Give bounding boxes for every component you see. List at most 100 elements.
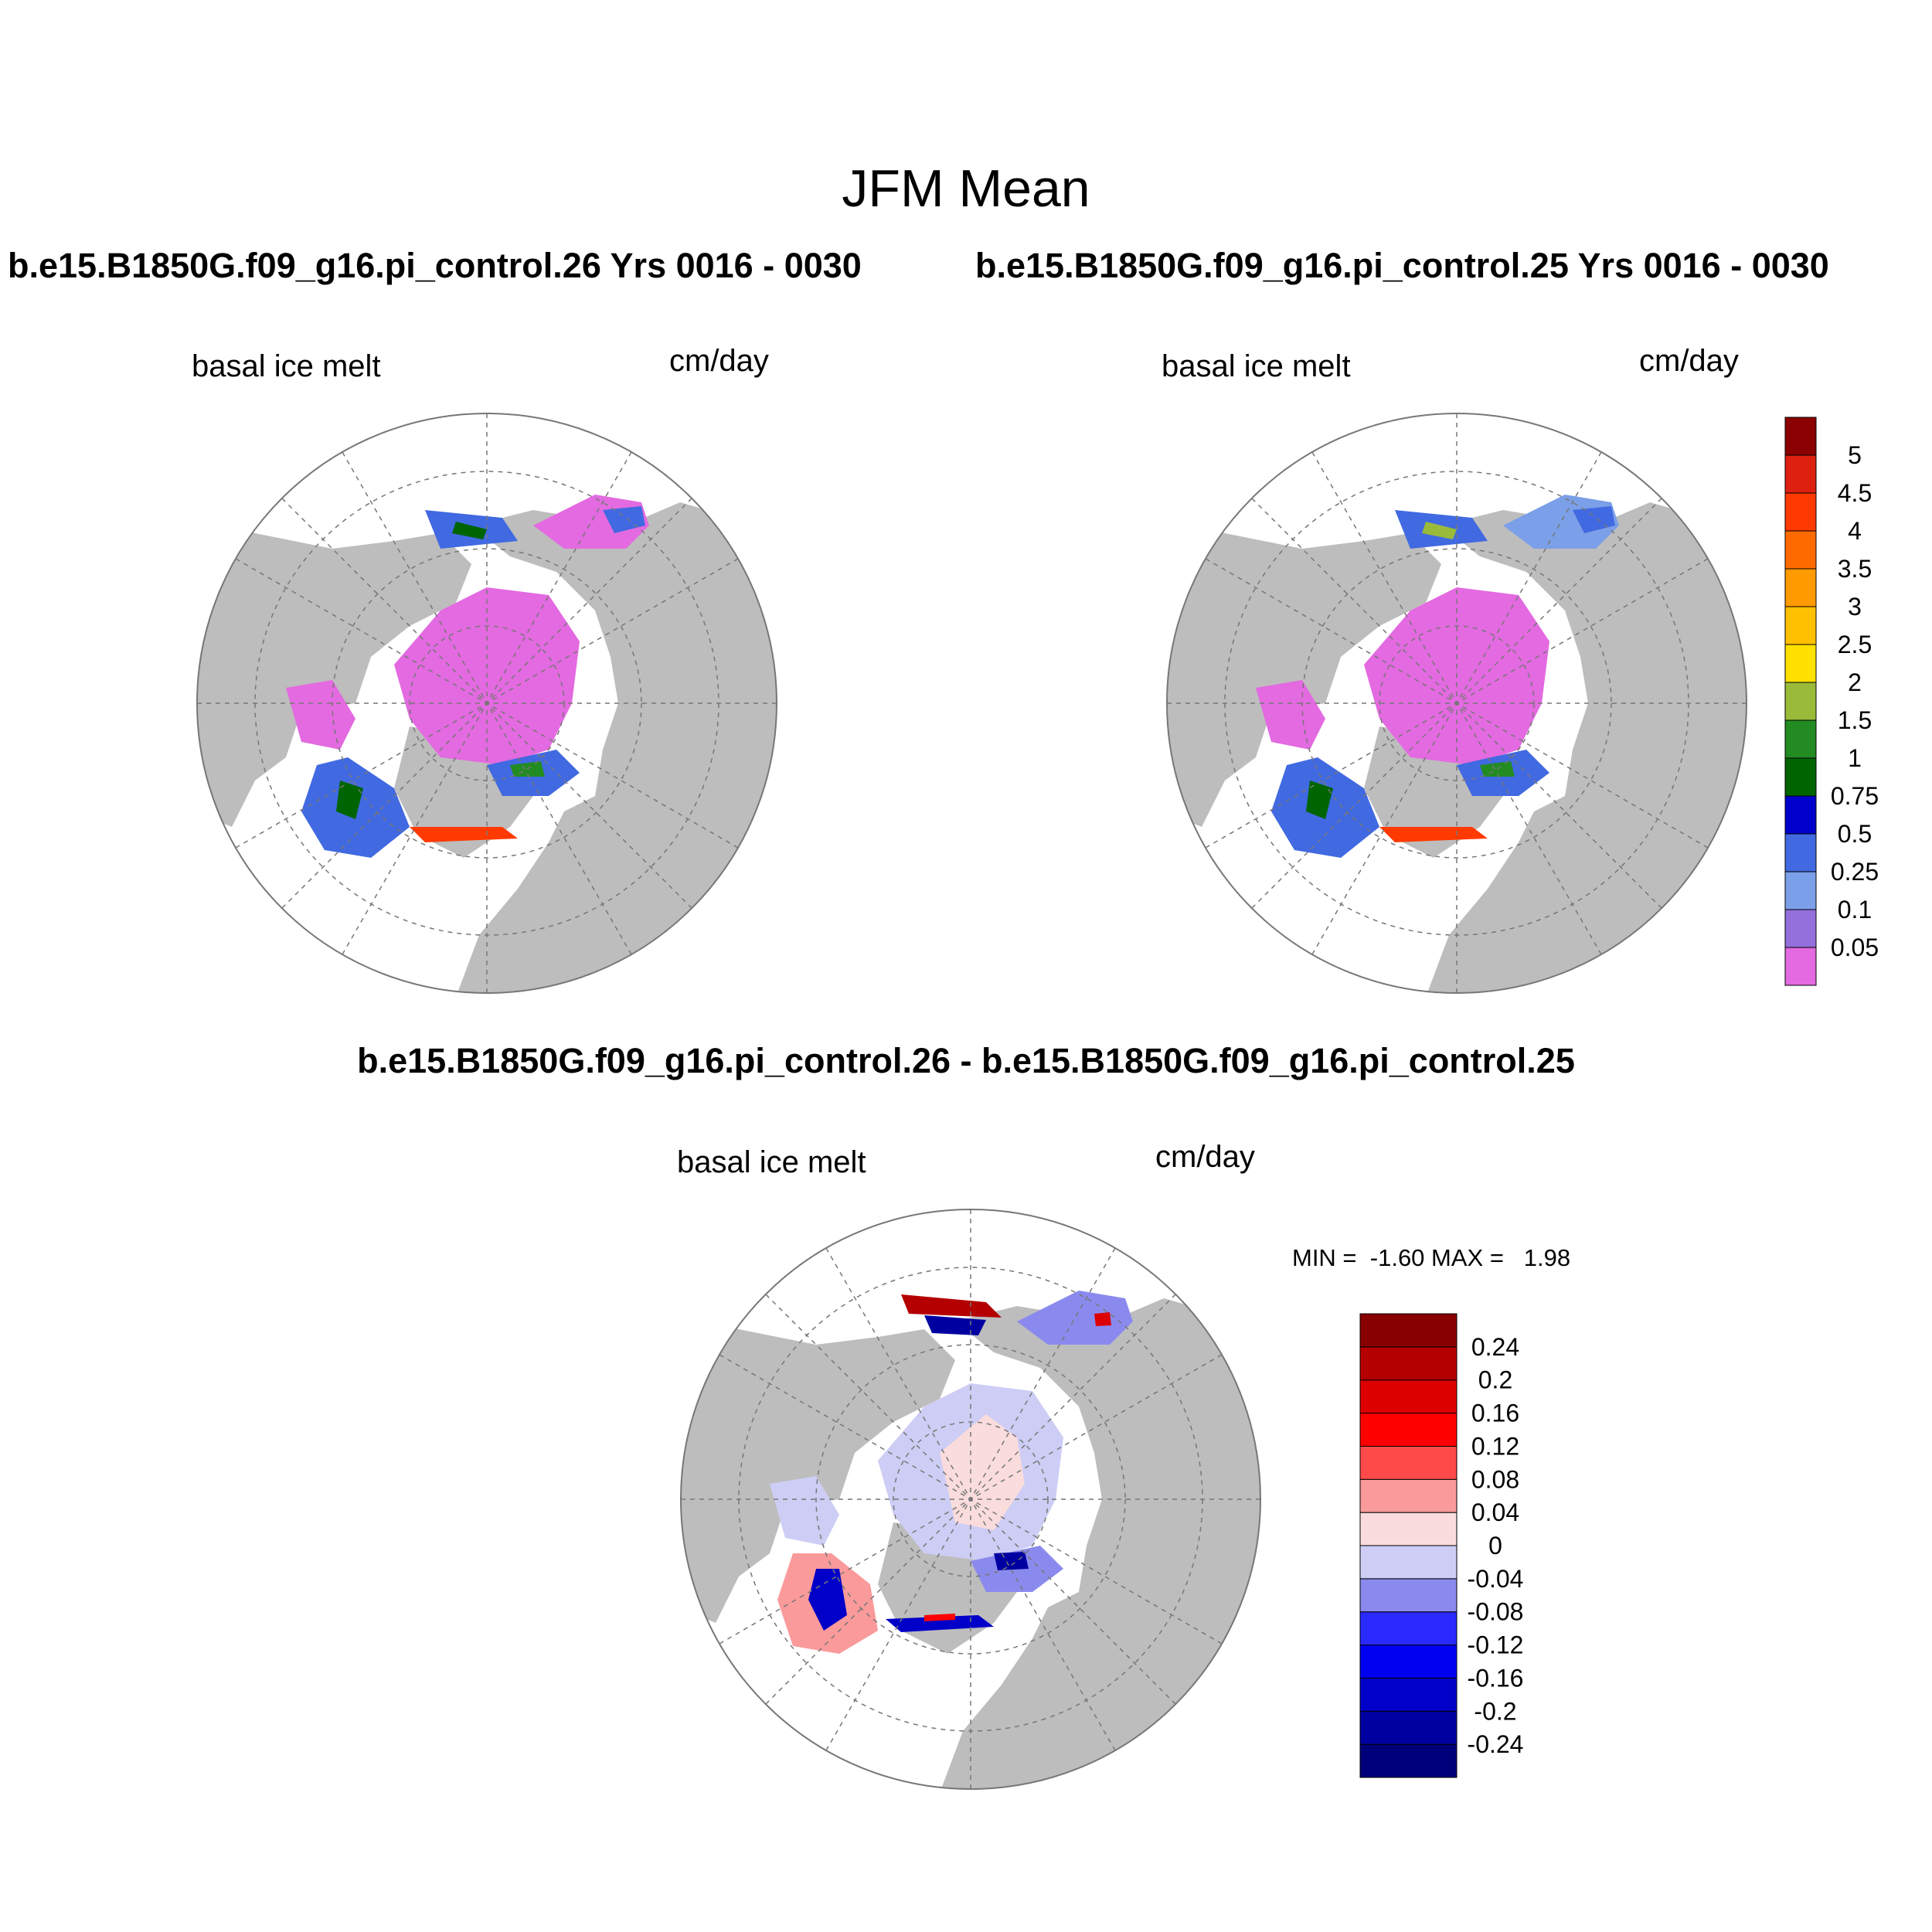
map-panel-diff [680, 1209, 1261, 1790]
colorbar-main-swatch [1784, 568, 1817, 607]
diff-greenland-sea-core [994, 1552, 1029, 1570]
colorbar-diff-swatch [1359, 1445, 1458, 1480]
colorbar-diff-label: 0.24 [1471, 1333, 1519, 1361]
colorbar-diff-swatch [1359, 1677, 1458, 1712]
colorbar-main-swatch [1784, 417, 1817, 456]
panel-2-title: b.e15.B1850G.f09_g16.pi_control.25 Yrs 0… [975, 246, 1829, 285]
colorbar-diff-swatch [1359, 1313, 1458, 1348]
colorbar-diff-label: -0.04 [1468, 1565, 1524, 1593]
colorbar-diff-swatch [1359, 1578, 1458, 1613]
colorbar-main-label: 3 [1848, 593, 1862, 621]
colorbar-main: 5 4.5 4 3.5 3 2.5 2 1.5 1 0.75 0.5 0.25 0.1 0.05 [1784, 417, 1879, 986]
diff-panel-units: cm/day [1155, 1140, 1255, 1174]
colorbar-main-label: 2.5 [1838, 631, 1872, 658]
colorbar-diff-swatch [1359, 1710, 1458, 1745]
diff-panel-title: b.e15.B1850G.f09_g16.pi_control.26 - b.e… [357, 1041, 1575, 1080]
colorbar-main-swatch [1784, 757, 1817, 797]
land-north-america [681, 1306, 955, 1623]
map-panel-2 [1166, 413, 1747, 994]
melt-north-atlantic [1379, 827, 1488, 842]
colorbar-main-label: 1 [1848, 744, 1862, 772]
colorbar-diff-label: -0.24 [1468, 1730, 1524, 1758]
colorbar-main-label: 4.5 [1838, 479, 1872, 507]
colorbar-diff-swatch [1359, 1346, 1458, 1381]
panel-1-units: cm/day [669, 344, 769, 378]
colorbar-main-swatch [1784, 644, 1817, 683]
colorbar-diff: 0.24 0.2 0.16 0.12 0.08 0.04 0 -0.04 -0.08 -0.12 -… [1359, 1313, 1524, 1778]
colorbar-main-swatch [1784, 795, 1817, 835]
melt-okhotsk [1503, 495, 1619, 549]
colorbar-diff-label: 0.16 [1471, 1400, 1519, 1427]
colorbar-main-label: 0.75 [1831, 782, 1879, 810]
colorbar-main-swatch [1784, 530, 1817, 570]
melt-labrador-core [1306, 781, 1333, 819]
colorbar-diff-swatch [1359, 1512, 1458, 1546]
colorbar-main-swatch [1784, 492, 1817, 532]
land-eurasia [940, 1298, 1260, 1789]
colorbar-diff-swatch [1359, 1743, 1458, 1778]
graticule [1167, 413, 1747, 993]
diff-bering-positive [901, 1294, 1002, 1318]
colorbar-main-label: 1.5 [1838, 706, 1872, 734]
sea-ice-hudson [1256, 680, 1325, 750]
colorbar-main-label: 0.05 [1831, 934, 1879, 961]
colorbar-diff-label: 0 [1488, 1532, 1502, 1560]
melt-bering-core [452, 522, 487, 539]
diff-okhotsk-hotspot [1094, 1312, 1111, 1326]
colorbar-diff-swatch [1359, 1545, 1458, 1580]
diff-north-atlantic [886, 1615, 994, 1632]
colorbar-diff-swatch [1359, 1413, 1458, 1447]
colorbar-diff-label: 0.04 [1471, 1498, 1519, 1526]
main-title: JFM Mean [842, 159, 1090, 218]
colorbar-main-label: 0.25 [1831, 858, 1879, 886]
colorbar-main-label: 5 [1848, 441, 1862, 469]
colorbar-diff-swatch [1359, 1611, 1458, 1646]
map-panel-1 [196, 413, 777, 994]
diff-okhotsk [1017, 1291, 1133, 1345]
melt-labrador-core [336, 781, 363, 819]
colorbar-main-label: 0.1 [1838, 896, 1872, 923]
colorbar-diff-label: 0.2 [1478, 1366, 1512, 1394]
land-eurasia [1426, 502, 1747, 993]
panel-1-variable: basal ice melt [192, 349, 381, 383]
colorbar-main-swatch [1784, 909, 1817, 948]
graticule [197, 413, 777, 993]
colorbar-main-swatch [1784, 947, 1817, 986]
colorbar-diff-label: -0.16 [1468, 1664, 1524, 1692]
colorbar-main-swatch [1784, 682, 1817, 721]
panel-2-units: cm/day [1639, 344, 1739, 378]
sea-ice-hudson [286, 680, 355, 750]
colorbar-main-swatch [1784, 454, 1817, 494]
colorbar-diff-label: 0.12 [1471, 1432, 1519, 1460]
melt-okhotsk-inner [1573, 506, 1615, 533]
diff-labrador-negative [808, 1569, 847, 1631]
melt-okhotsk-inner [603, 506, 645, 533]
colorbar-main-label: 2 [1848, 668, 1862, 696]
panel-1-title: b.e15.B1850G.f09_g16.pi_control.26 Yrs 0… [8, 246, 862, 285]
colorbar-diff-label: -0.08 [1468, 1598, 1524, 1626]
colorbar-diff-swatch [1359, 1478, 1458, 1513]
land-eurasia [456, 502, 777, 993]
graticule [681, 1209, 1260, 1789]
colorbar-diff-label: -0.2 [1474, 1697, 1516, 1725]
colorbar-diff-label: -0.12 [1468, 1631, 1524, 1659]
land-north-america [197, 510, 471, 827]
colorbar-main-swatch [1784, 833, 1817, 872]
colorbar-main-label: 4 [1848, 517, 1862, 545]
melt-bering-core [1422, 522, 1457, 539]
colorbar-diff-swatch [1359, 1379, 1458, 1414]
panel-2-variable: basal ice melt [1162, 349, 1351, 383]
colorbar-main-swatch [1784, 606, 1817, 645]
colorbar-main-label: 0.5 [1838, 820, 1872, 848]
diff-panel-variable: basal ice melt [677, 1145, 866, 1179]
melt-okhotsk [533, 495, 649, 549]
colorbar-diff-label: 0.08 [1471, 1465, 1519, 1493]
land-north-america [1167, 510, 1441, 827]
diff-min-max: MIN = -1.60 MAX = 1.98 [1292, 1244, 1571, 1271]
diff-hudson [770, 1476, 839, 1546]
diff-north-atlantic-positive [924, 1614, 955, 1621]
melt-north-atlantic [410, 827, 518, 842]
colorbar-main-label: 3.5 [1838, 555, 1872, 583]
colorbar-diff-swatch [1359, 1645, 1458, 1679]
colorbar-main-swatch [1784, 719, 1817, 759]
